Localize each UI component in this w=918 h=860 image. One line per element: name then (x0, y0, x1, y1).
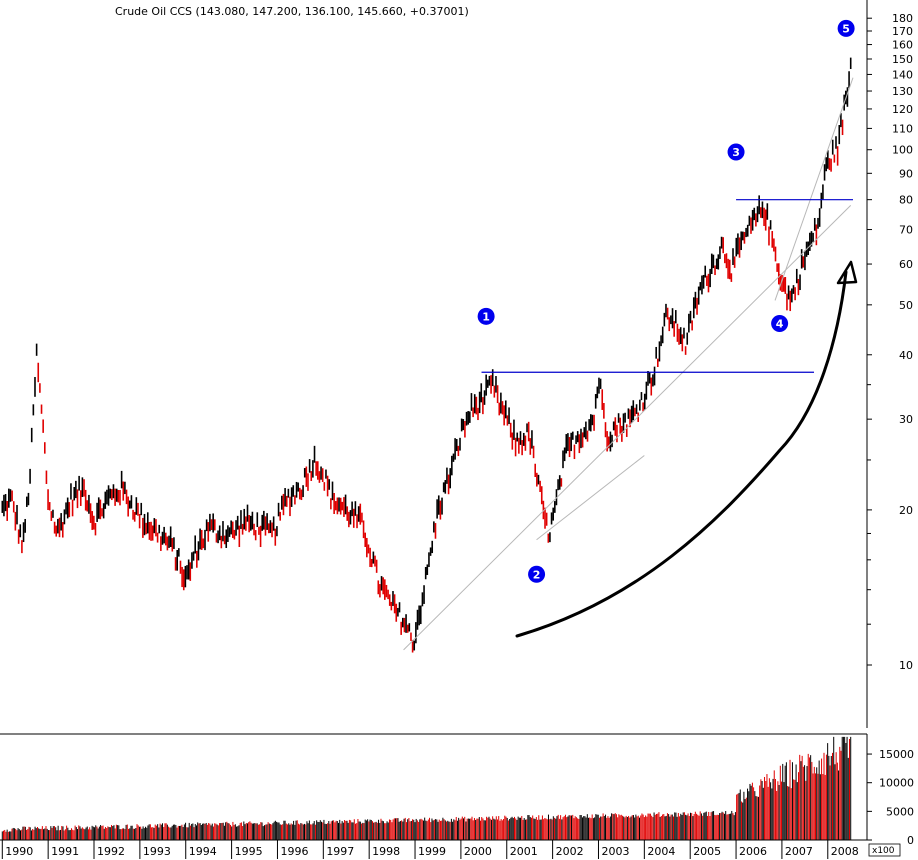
x-tick-label: 2008 (831, 845, 859, 858)
x-tick-label: 1997 (326, 845, 354, 858)
price-tick-label: 140 (892, 68, 913, 81)
x-tick-label: 1994 (189, 845, 217, 858)
wave-marker-1 (477, 307, 495, 325)
wave-label-1: 1 (482, 310, 490, 323)
x-tick-label: 1995 (235, 845, 263, 858)
wave-label-2: 2 (533, 568, 541, 581)
price-tick-label: 130 (892, 85, 913, 98)
volume-bars (0, 733, 867, 840)
arrow-head-icon (836, 260, 858, 285)
price-tick-label: 100 (892, 144, 913, 157)
trend-line-long (403, 204, 852, 651)
x-tick-label: 2007 (785, 845, 813, 858)
x-tick-label: 1992 (97, 845, 125, 858)
price-tick-label: 80 (899, 194, 913, 207)
x-tick-label: 2003 (601, 845, 629, 858)
price-tick-label: 90 (899, 167, 913, 180)
wave-label-3: 3 (732, 146, 740, 159)
x-tick-label: 2006 (739, 845, 767, 858)
volume-tick-label: 10000 (879, 777, 914, 790)
volume-unit-label: x100 (872, 846, 895, 856)
x-tick-label: 1993 (143, 845, 171, 858)
price-tick-label: 20 (899, 504, 913, 517)
x-tick-label: 1998 (372, 845, 400, 858)
curved-arrow-icon (515, 270, 848, 638)
volume-unit-box (868, 843, 901, 857)
volume-tick-label: 15000 (879, 748, 914, 761)
wave-label-4: 4 (776, 318, 784, 331)
x-tick-label: 1999 (418, 845, 446, 858)
wave-marker-2 (528, 565, 546, 583)
volume-axis: 0 5000 10000 15000 x100 (866, 734, 914, 857)
price-tick-label: 30 (899, 413, 913, 426)
wave-marker-4 (771, 315, 789, 333)
x-tick-label: 2002 (556, 845, 584, 858)
price-tick-label: 50 (899, 299, 913, 312)
trend-line-2001 (536, 455, 645, 541)
wave-label-5: 5 (842, 22, 850, 35)
trend-line-2007 (774, 77, 854, 301)
x-axis: 1990 1991 1992 1993 1994 1995 1996 1997 1998 1999… (0, 839, 867, 859)
x-tick-label: 1990 (5, 845, 33, 858)
price-tick-label: 160 (892, 39, 913, 52)
price-tick-label: 70 (899, 224, 913, 237)
price-tick-label: 150 (892, 53, 913, 66)
price-tick-label: 40 (899, 349, 913, 362)
x-tick-label: 2000 (464, 845, 492, 858)
x-tick-label: 2004 (647, 845, 675, 858)
x-tick-label: 1996 (280, 845, 308, 858)
x-tick-label: 2001 (510, 845, 538, 858)
volume-tick-label: 5000 (886, 805, 914, 818)
x-tick-label: 1991 (51, 845, 79, 858)
volume-tick-label: 0 (907, 834, 914, 847)
price-tick-label: 180 (892, 12, 913, 25)
price-tick-label: 10 (899, 659, 913, 672)
price-tick-label: 60 (899, 258, 913, 271)
x-tick-label: 2005 (693, 845, 721, 858)
wave-marker-3 (727, 143, 745, 161)
wave-marker-5 (837, 19, 855, 37)
annotation-layer: 1 2 3 4 5 (403, 19, 858, 651)
price-bars (1, 57, 852, 653)
price-tick-label: 170 (892, 25, 913, 38)
price-tick-label: 110 (892, 122, 913, 135)
price-axis: 1020304050607080901001101201301401501601… (866, 0, 913, 728)
chart-title: Crude Oil CCS (143.080, 147.200, 136.100… (115, 5, 469, 18)
price-tick-label: 120 (892, 103, 913, 116)
